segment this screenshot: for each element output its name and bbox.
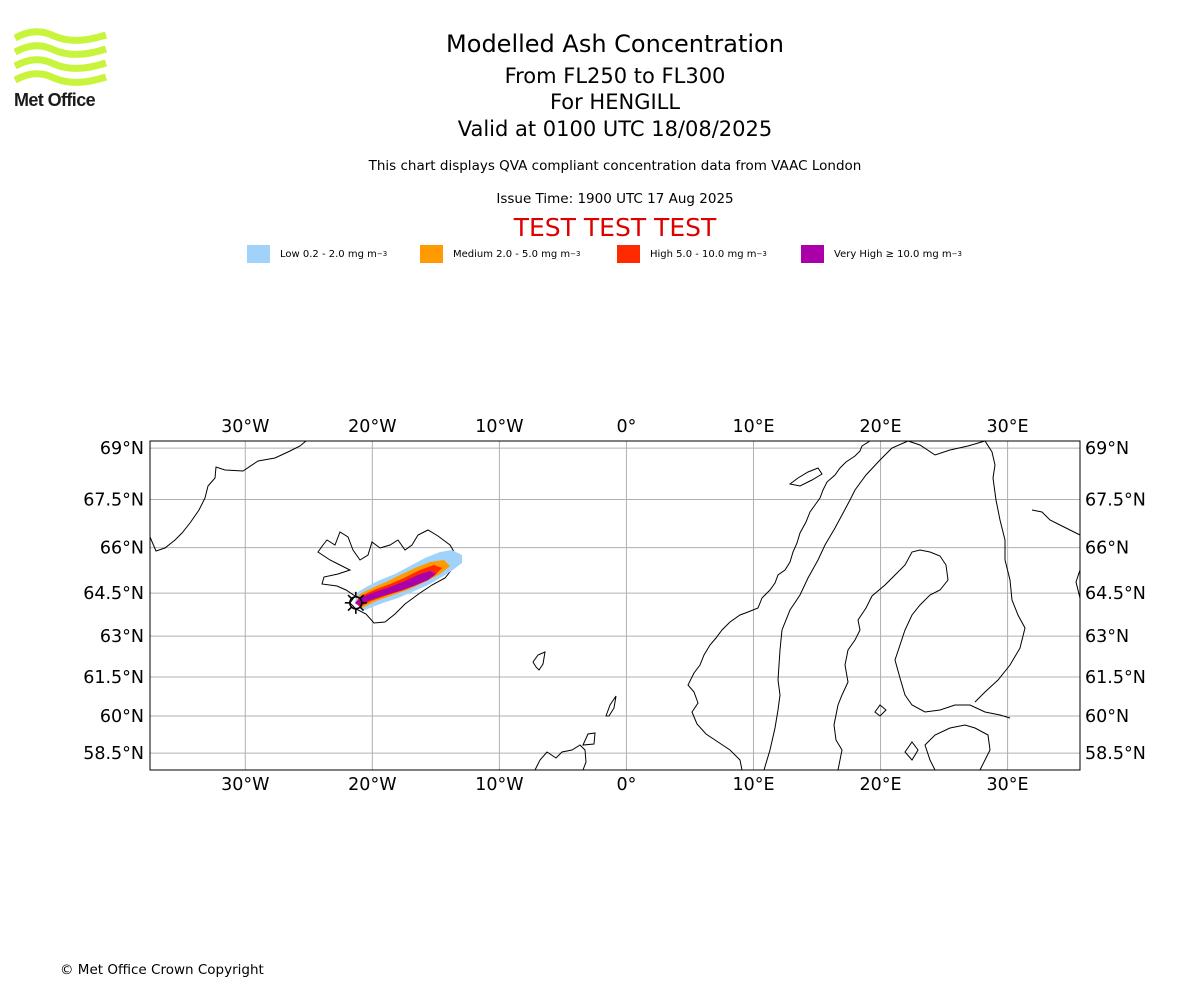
lat-tick-left: 61.5°N [83,668,144,688]
chart-subtitle: This chart displays QVA compliant concen… [368,158,862,174]
lat-tick-right: 69°N [1085,439,1129,459]
lon-tick-bottom: 30°W [221,775,269,795]
map-frame [149,440,1081,771]
norway-coast [687,440,871,771]
shetland-islands [605,695,617,717]
lat-tick-right: 63°N [1085,627,1129,647]
lat-tick-left: 67.5°N [83,490,144,510]
legend-label-very-high: Very High ≥ 10.0 mg m [834,248,952,260]
ash-plume [355,550,462,610]
lat-tick-left: 60°N [100,707,144,727]
volcano-spoke [359,594,365,600]
baltic-coast [924,724,991,771]
legend-swatch-very-high [801,245,824,263]
lat-tick-left: 69°N [100,439,144,459]
lon-tick-top: 10°E [732,417,774,437]
valid-time: Valid at 0100 UTC 18/08/2025 [457,117,773,141]
aland-islands [874,704,887,717]
lon-tick-bottom: 20°E [859,775,901,795]
greenland-coast [149,440,307,552]
graticule [150,441,1080,770]
lat-tick-right: 60°N [1085,707,1129,727]
brand-name: Met Office [14,90,96,110]
lon-tick-bottom: 0° [616,775,636,795]
orkney-islands [582,732,596,746]
legend-swatch-medium [420,245,443,263]
legend-label-high: High 5.0 - 10.0 mg m [650,248,757,260]
legend-item-medium: Medium 2.0 - 5.0 mg m −3 [420,244,580,264]
met-office-logo-icon [14,28,108,86]
sweden-coast [833,549,1011,771]
lat-tick-right: 58.5°N [1085,744,1146,764]
lon-tick-top: 20°W [348,417,396,437]
lat-tick-right: 64.5°N [1085,584,1146,604]
volcano-spoke [347,594,353,600]
flight-level: From FL250 to FL300 [504,64,726,88]
axis-ticks: 30°W 30°W 20°W 20°W 10°W 10°W 0° 0° 10°E 10°E 20°E… [83,417,1146,795]
volcano-marker-icon [344,591,367,614]
lat-tick-right: 66°N [1085,539,1129,559]
lat-tick-right: 61.5°N [1085,668,1146,688]
volcano-name: For HENGILL [549,90,681,114]
legend-item-very-high: Very High ≥ 10.0 mg m −3 [801,244,962,264]
finland-border [907,440,1026,703]
issue-time: Issue Time: 1900 UTC 17 Aug 2025 [496,191,734,207]
volcano-spoke [359,606,365,612]
lon-tick-bottom: 10°W [475,775,523,795]
lon-tick-top: 10°W [475,417,523,437]
lon-tick-top: 0° [616,417,636,437]
lofoten-islands [788,467,823,487]
legend-item-low: Low 0.2 - 2.0 mg m −3 [247,244,387,264]
scotland-coast [534,744,587,771]
lon-tick-bottom: 30°E [987,775,1029,795]
volcano-spoke [347,606,353,612]
lon-tick-top: 20°E [859,417,901,437]
lon-tick-top: 30°E [987,417,1029,437]
chart-title: Modelled Ash Concentration [446,30,784,58]
ash-very-high [355,571,436,606]
lon-tick-top: 30°W [221,417,269,437]
white-sea-coast [1075,569,1081,599]
faroe-islands [532,651,546,671]
legend-item-high: High 5.0 - 10.0 mg m −3 [617,244,767,264]
lat-tick-left: 64.5°N [83,584,144,604]
lat-tick-left: 66°N [100,539,144,559]
lon-tick-bottom: 10°E [732,775,774,795]
test-banner: TEST TEST TEST [513,213,717,242]
legend-swatch-low [247,245,270,263]
legend-label-low: Low 0.2 - 2.0 mg m [280,248,377,260]
iceland-coast [317,529,457,624]
legend-label-medium: Medium 2.0 - 5.0 mg m [453,248,571,260]
lon-tick-bottom: 20°W [348,775,396,795]
norway-border [763,440,909,771]
copyright: © Met Office Crown Copyright [60,962,264,978]
kola-coast [1031,509,1081,536]
lat-tick-left: 63°N [100,627,144,647]
gotland [904,741,919,761]
coastlines [149,440,1081,771]
lat-tick-left: 58.5°N [83,744,144,764]
legend-swatch-high [617,245,640,263]
lat-tick-right: 67.5°N [1085,490,1146,510]
